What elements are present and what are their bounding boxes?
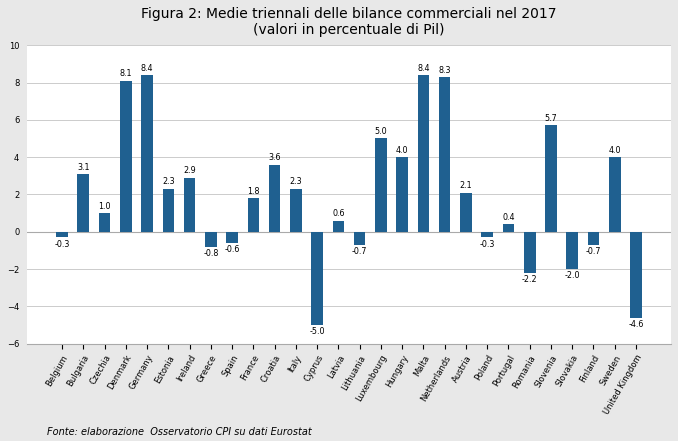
Bar xyxy=(311,232,323,325)
Text: 3.6: 3.6 xyxy=(268,153,281,162)
Text: 0.4: 0.4 xyxy=(502,213,515,222)
Text: -2.2: -2.2 xyxy=(522,275,538,284)
Text: 2.1: 2.1 xyxy=(460,181,472,190)
Bar xyxy=(545,125,557,232)
Text: -4.6: -4.6 xyxy=(629,320,643,329)
Bar xyxy=(502,224,514,232)
Bar xyxy=(268,164,281,232)
Text: -0.7: -0.7 xyxy=(352,247,367,256)
Text: 0.6: 0.6 xyxy=(332,209,344,218)
Text: 2.9: 2.9 xyxy=(183,166,196,175)
Text: 1.8: 1.8 xyxy=(247,187,260,196)
Bar xyxy=(163,189,174,232)
Bar xyxy=(588,232,599,245)
Text: Fonte: elaborazione  Osservatorio CPI su dati Eurostat: Fonte: elaborazione Osservatorio CPI su … xyxy=(47,426,312,437)
Bar xyxy=(609,157,620,232)
Text: 8.3: 8.3 xyxy=(439,66,451,75)
Text: 8.4: 8.4 xyxy=(417,64,430,73)
Bar xyxy=(226,232,238,243)
Text: 1.0: 1.0 xyxy=(98,202,111,211)
Bar xyxy=(184,178,195,232)
Text: -0.7: -0.7 xyxy=(586,247,601,256)
Bar xyxy=(375,138,386,232)
Text: -5.0: -5.0 xyxy=(309,327,325,336)
Bar xyxy=(524,232,536,273)
Bar xyxy=(439,77,450,232)
Bar xyxy=(205,232,217,247)
Text: -0.3: -0.3 xyxy=(54,240,70,249)
Text: 8.4: 8.4 xyxy=(141,64,153,73)
Text: -0.6: -0.6 xyxy=(224,245,240,254)
Bar xyxy=(290,189,302,232)
Bar xyxy=(481,232,493,237)
Text: 5.0: 5.0 xyxy=(374,127,387,136)
Bar xyxy=(630,232,642,318)
Bar xyxy=(99,213,111,232)
Text: -0.3: -0.3 xyxy=(479,240,495,249)
Bar xyxy=(566,232,578,269)
Text: 3.1: 3.1 xyxy=(77,162,89,172)
Text: 4.0: 4.0 xyxy=(608,146,621,155)
Bar xyxy=(460,193,472,232)
Bar xyxy=(354,232,365,245)
Bar xyxy=(56,232,68,237)
Bar xyxy=(77,174,89,232)
Text: 2.3: 2.3 xyxy=(290,177,302,187)
Text: -2.0: -2.0 xyxy=(564,272,580,280)
Text: -0.8: -0.8 xyxy=(203,249,218,258)
Text: 5.7: 5.7 xyxy=(544,114,557,123)
Bar xyxy=(332,220,344,232)
Bar xyxy=(141,75,153,232)
Bar xyxy=(120,81,132,232)
Text: 2.3: 2.3 xyxy=(162,177,175,187)
Bar xyxy=(418,75,429,232)
Bar xyxy=(247,198,259,232)
Text: 4.0: 4.0 xyxy=(396,146,408,155)
Bar xyxy=(397,157,408,232)
Text: 8.1: 8.1 xyxy=(119,69,132,78)
Title: Figura 2: Medie triennali delle bilance commerciali nel 2017
(valori in percentu: Figura 2: Medie triennali delle bilance … xyxy=(141,7,557,37)
